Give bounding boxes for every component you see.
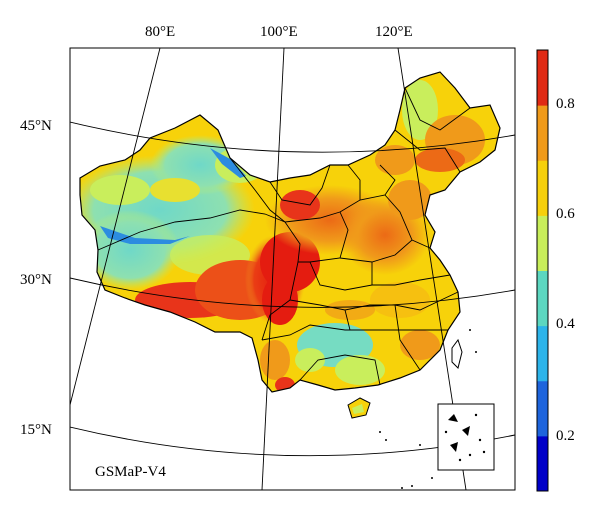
latitude-label-30n: 30°N xyxy=(20,272,52,288)
colorbar-tick-0.4: 0.4 xyxy=(556,316,575,332)
colorbar: 0.8 0.6 0.4 0.2 xyxy=(537,50,575,492)
colorbar-swatch xyxy=(537,381,548,437)
latitude-label-45n: 45°N xyxy=(20,118,52,134)
colorbar-tick-0.2: 0.2 xyxy=(556,428,575,444)
colorbar-swatch xyxy=(537,105,548,161)
colorbar-swatch xyxy=(537,436,548,492)
longitude-label-80e: 80°E xyxy=(145,24,175,40)
colorbar-tick-0.6: 0.6 xyxy=(556,206,575,222)
longitude-label-100e: 100°E xyxy=(260,24,298,40)
colorbar-swatch xyxy=(537,215,548,271)
latitude-label-15n: 15°N xyxy=(20,422,52,438)
longitude-label-120e: 120°E xyxy=(375,24,413,40)
colorbar-swatch xyxy=(537,50,548,106)
product-label: GSMaP-V4 xyxy=(95,464,166,480)
south-china-sea-inset xyxy=(438,404,494,470)
colorbar-swatch xyxy=(537,326,548,382)
colorbar-swatch xyxy=(537,160,548,216)
colorbar-swatch xyxy=(537,271,548,327)
colorbar-tick-0.8: 0.8 xyxy=(556,96,575,112)
